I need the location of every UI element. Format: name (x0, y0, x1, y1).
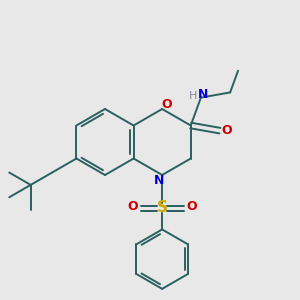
Text: O: O (162, 98, 172, 112)
Text: S: S (157, 200, 168, 215)
Text: N: N (154, 173, 164, 187)
Text: H: H (189, 91, 197, 100)
Text: N: N (198, 88, 208, 101)
Text: O: O (222, 124, 232, 137)
Text: O: O (186, 200, 197, 214)
Text: O: O (128, 200, 138, 214)
